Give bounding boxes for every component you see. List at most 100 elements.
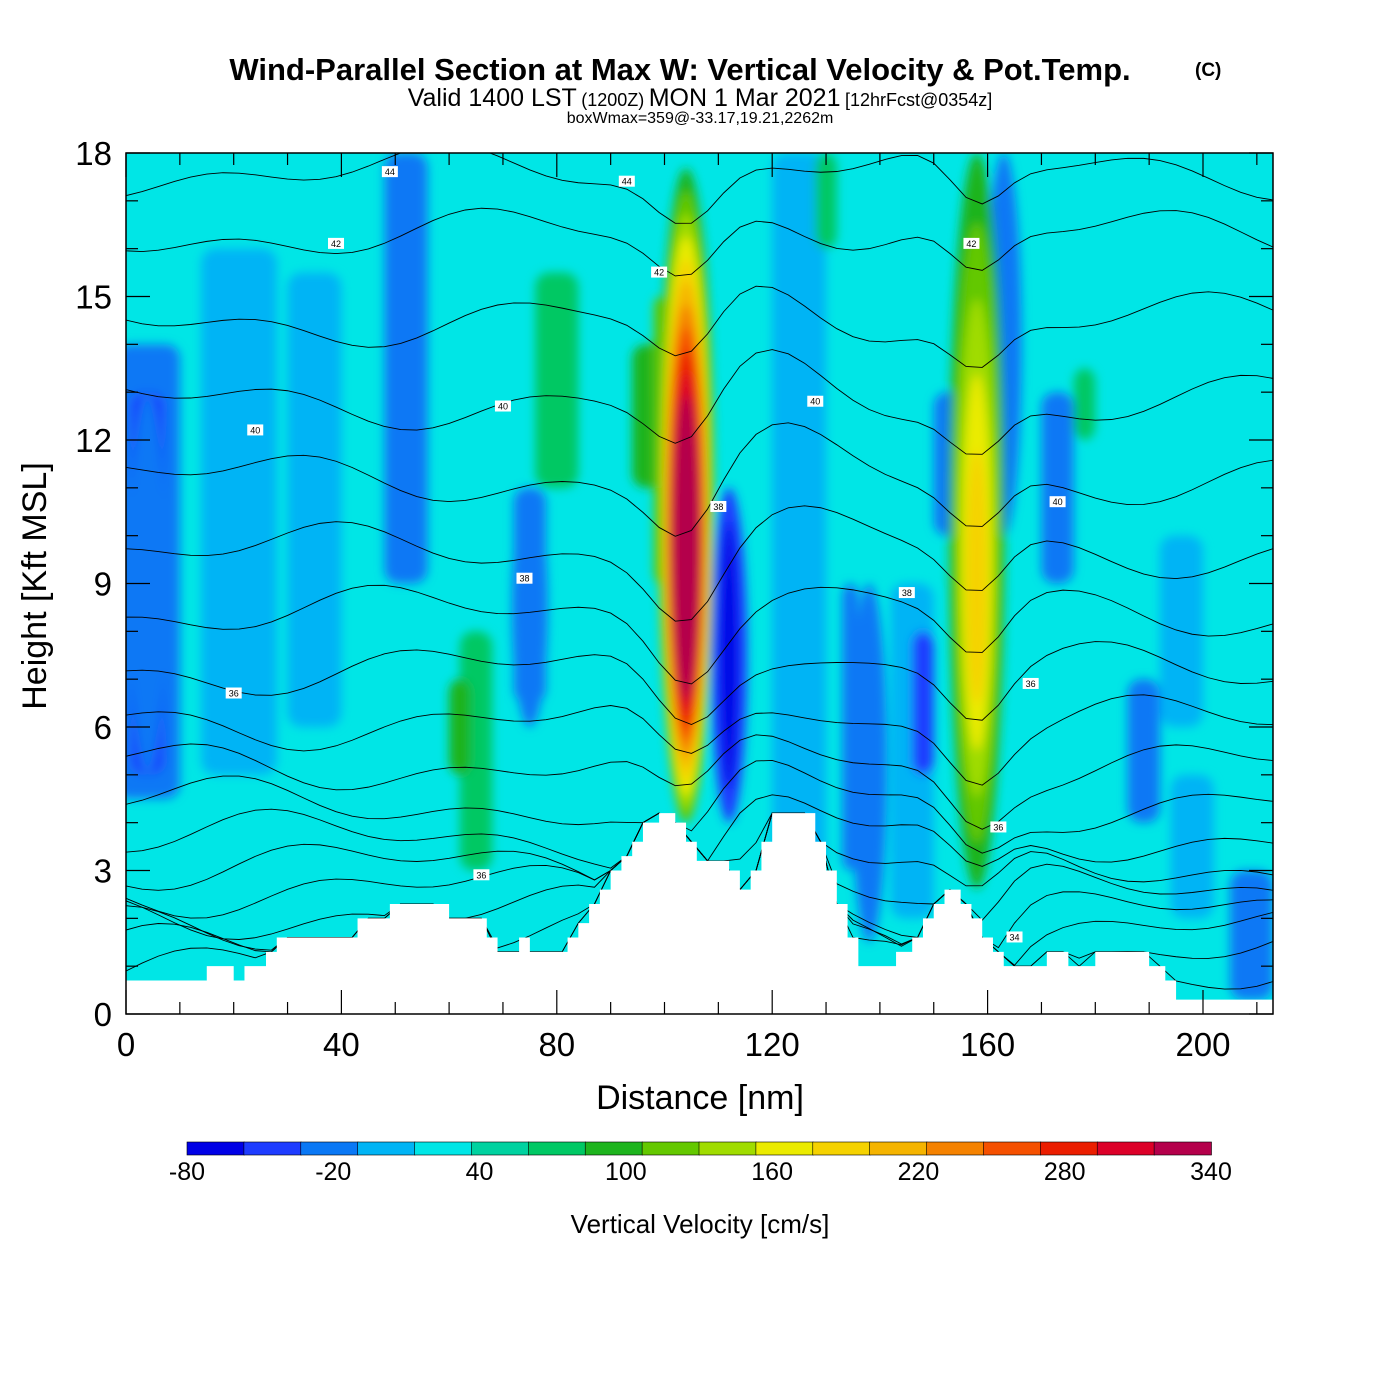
theta-contour [126,422,1273,537]
velocity-band [1127,679,1160,823]
x-tick-label: 80 [538,1026,575,1063]
valid-zulu: (1200Z) [581,90,644,110]
svg-text:40: 40 [1053,497,1063,507]
colorbar-tick-label: 160 [751,1158,793,1186]
svg-text:34: 34 [1010,932,1020,942]
colorbar-swatch [1153,1141,1212,1156]
theta-contour [126,584,1273,685]
theta-contour-label: 44 [618,175,635,187]
svg-text:40: 40 [810,397,820,407]
colorbar-swatch [357,1141,416,1156]
svg-text:38: 38 [519,574,529,584]
theta-contour-label: 34 [1006,931,1023,943]
velocity-band [287,272,342,727]
colorbar-swatch [584,1141,643,1156]
y-tick-label: 18 [75,135,112,172]
velocity-band [1170,774,1214,919]
x-tick-label: 40 [323,1026,360,1063]
colorbar-swatch [869,1141,928,1156]
velocity-band [1041,392,1074,584]
theta-contour [126,759,1273,854]
valid-time-line: Valid 1400 LST (1200Z) MON 1 Mar 2021 [1… [408,84,993,112]
svg-text:38: 38 [902,588,912,598]
colorbar-label: Vertical Velocity [cm/s] [571,1209,830,1239]
colorbar-swatch [926,1141,985,1156]
theta-contour-label: 40 [1049,496,1066,508]
svg-text:40: 40 [250,425,260,435]
colorbar-swatch [471,1141,530,1156]
theta-contour-label: 40 [247,424,264,436]
theta-contour [126,794,1273,869]
theta-contour [126,285,1273,368]
theta-contour-label: 36 [225,687,242,699]
colorbar-swatch [414,1141,473,1156]
colorbar-swatch [1096,1141,1155,1156]
x-tick-label: 160 [960,1026,1015,1063]
colorbar-swatch [812,1141,871,1156]
velocity-band [201,248,277,775]
x-tick-label: 120 [745,1026,800,1063]
colorbar-swatch [698,1141,757,1156]
downdraft-core [520,511,539,704]
theta-contour-label: 44 [381,166,398,178]
theta-contour-label: 42 [651,266,668,278]
theta-contour [126,349,1273,455]
velocity-band [449,679,471,775]
y-tick-label: 6 [94,709,112,746]
svg-text:36: 36 [229,689,239,699]
theta-contour-label: 38 [710,500,727,512]
colorbar-swatch [300,1141,359,1156]
colorbar-swatch [983,1141,1042,1156]
y-tick-label: 3 [94,853,112,890]
velocity-band [384,153,428,584]
x-tick-label: 0 [117,1026,135,1063]
theta-contour [126,734,1273,830]
theta-contour-label: 38 [516,572,533,584]
theta-contour-label: 36 [1022,677,1039,689]
svg-text:42: 42 [654,268,664,278]
y-tick-label: 9 [94,566,112,603]
colorbar-swatch [641,1141,700,1156]
vertical-velocity-field: 44 44 42 42 42 40 40 40 40 38 38 38 36 36 36 36 34 [126,153,1273,1014]
box-wmax-info: boxWmax=359@-33.17,19.21,2262m [567,110,834,127]
velocity-band [912,631,934,775]
svg-text:36: 36 [476,870,486,880]
theta-contour-label: 40 [494,400,511,412]
y-axis-label: Height [Kft MSL] [16,462,54,710]
theta-contour [126,153,1273,224]
updraft-core [678,486,694,644]
velocity-band [815,153,837,249]
colorbar-tick-label: 280 [1044,1158,1086,1186]
svg-text:42: 42 [331,239,341,249]
downdraft-core [860,619,879,907]
colorbar-swatch [1040,1141,1099,1156]
x-tick-label: 200 [1175,1026,1230,1063]
theta-contour-label: 36 [473,869,490,881]
svg-text:38: 38 [713,502,723,512]
chart-title: Wind-Parallel Section at Max W: Vertical… [229,52,1130,87]
theta-contour-label: 38 [898,587,915,599]
colorbar-swatch [755,1141,814,1156]
colorbar-tick-label: -20 [315,1158,351,1186]
svg-text:36: 36 [1026,679,1036,689]
copyright-mark: (C) [1195,60,1221,81]
svg-text:36: 36 [993,822,1003,832]
valid-prefix: Valid 1400 LST [408,84,577,112]
colorbar-tick-label: 340 [1190,1158,1232,1186]
updraft-core [966,449,988,705]
velocity-band [535,272,579,488]
velocity-band [772,153,827,871]
x-axis-label: Distance [nm] [596,1079,804,1117]
theta-contour [126,641,1273,726]
colorbar-swatch [528,1141,587,1156]
svg-text:44: 44 [385,167,395,177]
theta-contour-label: 40 [807,395,824,407]
velocity-band [1073,368,1096,440]
theta-contour-label: 42 [963,237,980,249]
colorbar-tick-label: 220 [898,1158,940,1186]
colorbar: -80 -20 40 100 160 220 280 340 [169,1141,1232,1186]
potential-temperature-contours [126,153,1273,990]
y-tick-label: 0 [94,996,112,1033]
valid-date: MON 1 Mar 2021 [649,84,841,112]
